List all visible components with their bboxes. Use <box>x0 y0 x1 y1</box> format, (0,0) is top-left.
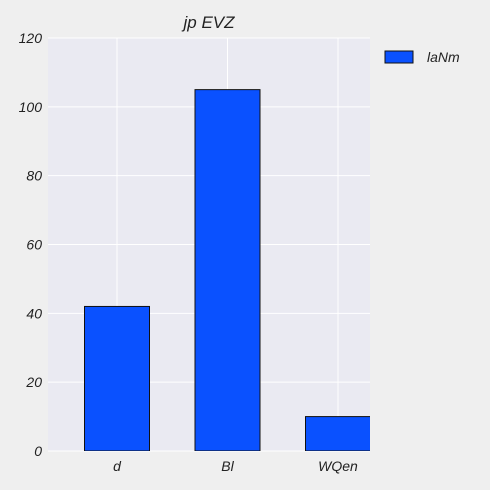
bar-d <box>84 305 150 451</box>
legend: laNm <box>384 49 460 65</box>
chart-title: jp EVZ <box>181 13 235 32</box>
bar-series <box>84 89 370 451</box>
y-tick-label: 0 <box>34 443 42 459</box>
y-tick-label: 40 <box>26 305 42 321</box>
bar-wqen <box>305 416 370 451</box>
y-tick-label: 20 <box>25 374 42 390</box>
x-tick-label: WQen <box>318 458 358 474</box>
x-tick-label: d <box>113 458 122 474</box>
y-tick-label: 100 <box>19 99 43 115</box>
legend-swatch-lanm <box>384 50 414 64</box>
y-tick-label: 120 <box>19 30 43 46</box>
bar-bl <box>194 89 261 451</box>
tick-labels: 0 20 40 60 80 100 120 d Bl WQen <box>19 30 358 474</box>
y-tick-label: 60 <box>26 237 42 253</box>
legend-label-lanm: laNm <box>427 49 460 65</box>
y-tick-label: 80 <box>26 168 42 184</box>
x-tick-label: Bl <box>221 458 234 474</box>
